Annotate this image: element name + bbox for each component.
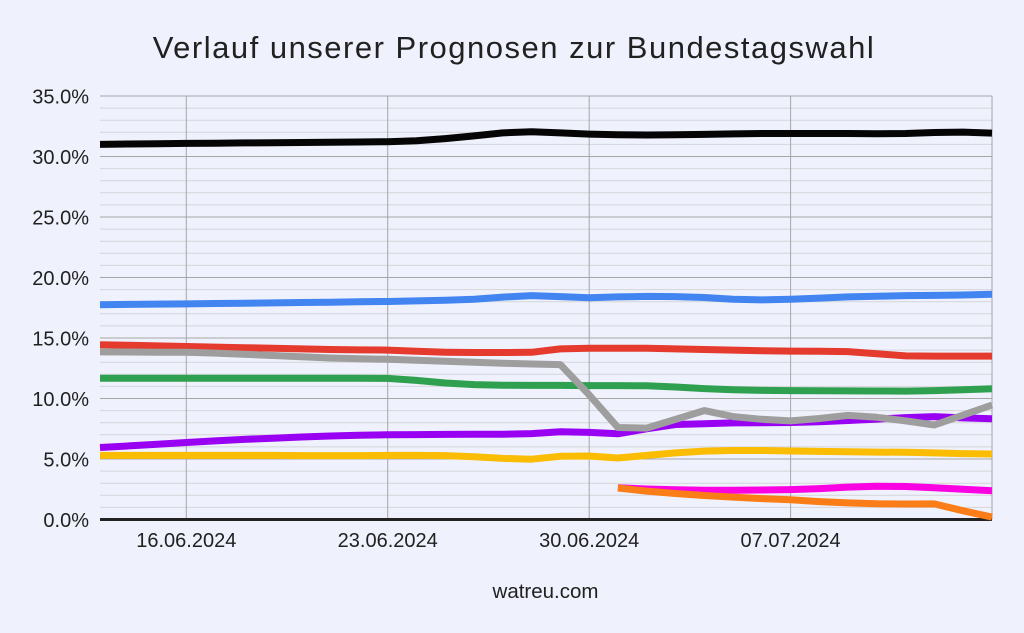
- svg-text:25.0%: 25.0%: [32, 207, 89, 229]
- svg-text:5.0%: 5.0%: [43, 449, 89, 471]
- svg-text:0.0%: 0.0%: [43, 510, 89, 532]
- svg-text:watreu.com: watreu.com: [492, 580, 599, 603]
- svg-text:07.07.2024: 07.07.2024: [741, 530, 841, 552]
- svg-text:15.0%: 15.0%: [32, 328, 89, 350]
- svg-text:Verlauf unserer Prognosen zur: Verlauf unserer Prognosen zur Bundestags…: [153, 30, 876, 65]
- svg-text:30.06.2024: 30.06.2024: [539, 530, 639, 552]
- svg-text:16.06.2024: 16.06.2024: [136, 530, 236, 552]
- svg-text:20.0%: 20.0%: [32, 268, 89, 290]
- svg-text:23.06.2024: 23.06.2024: [338, 530, 438, 552]
- svg-text:10.0%: 10.0%: [32, 389, 89, 411]
- svg-text:35.0%: 35.0%: [32, 86, 89, 108]
- svg-text:30.0%: 30.0%: [32, 147, 89, 169]
